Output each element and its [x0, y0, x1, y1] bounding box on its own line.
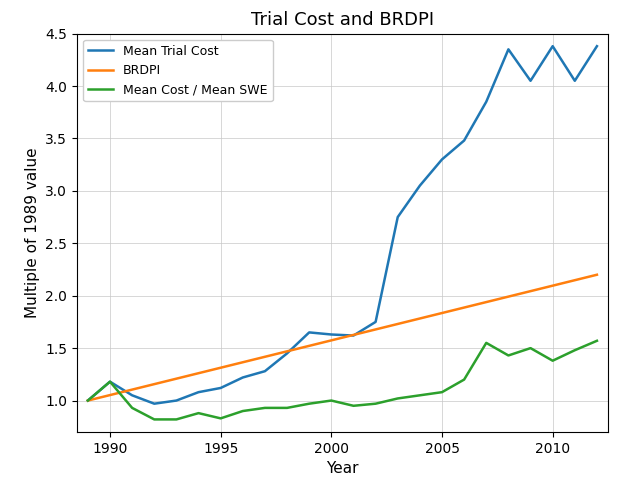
Mean Trial Cost — [106, 379, 114, 384]
Mean Trial Cost — [150, 401, 158, 407]
Mean Cost / Mean SWE — [438, 389, 446, 395]
Mean Trial Cost — [261, 368, 269, 374]
Mean Cost / Mean SWE — [217, 416, 225, 421]
Mean Trial Cost — [239, 374, 246, 380]
Mean Trial Cost — [284, 350, 291, 356]
Mean Cost / Mean SWE — [84, 397, 92, 403]
X-axis label: Year: Year — [326, 461, 358, 476]
Mean Trial Cost — [394, 214, 401, 220]
Mean Cost / Mean SWE — [328, 397, 335, 403]
Mean Trial Cost — [549, 43, 557, 49]
Mean Trial Cost — [305, 329, 313, 335]
Mean Cost / Mean SWE — [504, 353, 512, 359]
Mean Cost / Mean SWE — [483, 340, 490, 346]
Mean Trial Cost — [571, 78, 579, 84]
Mean Cost / Mean SWE — [372, 401, 380, 407]
Mean Cost / Mean SWE — [128, 405, 136, 411]
Mean Trial Cost — [483, 99, 490, 105]
Mean Trial Cost — [128, 393, 136, 398]
Mean Trial Cost — [349, 333, 357, 338]
Mean Cost / Mean SWE — [261, 405, 269, 411]
Mean Cost / Mean SWE — [239, 408, 246, 414]
Mean Trial Cost — [372, 319, 380, 325]
Mean Trial Cost — [504, 47, 512, 52]
Y-axis label: Multiple of 1989 value: Multiple of 1989 value — [24, 147, 40, 318]
Mean Cost / Mean SWE — [527, 345, 534, 351]
Mean Cost / Mean SWE — [195, 410, 202, 416]
Mean Trial Cost — [195, 389, 202, 395]
Legend: Mean Trial Cost, BRDPI, Mean Cost / Mean SWE: Mean Trial Cost, BRDPI, Mean Cost / Mean… — [83, 40, 273, 101]
Mean Trial Cost — [416, 183, 424, 189]
Mean Trial Cost — [328, 332, 335, 337]
Mean Trial Cost — [84, 397, 92, 403]
Mean Cost / Mean SWE — [106, 379, 114, 384]
Title: Trial Cost and BRDPI: Trial Cost and BRDPI — [251, 11, 434, 29]
Mean Trial Cost — [438, 156, 446, 162]
Line: Mean Cost / Mean SWE: Mean Cost / Mean SWE — [88, 341, 597, 420]
Line: Mean Trial Cost: Mean Trial Cost — [88, 46, 597, 404]
Mean Cost / Mean SWE — [593, 338, 601, 344]
Mean Cost / Mean SWE — [349, 403, 357, 408]
Mean Cost / Mean SWE — [150, 417, 158, 422]
Mean Trial Cost — [460, 138, 468, 144]
Mean Cost / Mean SWE — [284, 405, 291, 411]
Mean Cost / Mean SWE — [460, 377, 468, 383]
Mean Cost / Mean SWE — [305, 401, 313, 407]
Mean Trial Cost — [217, 385, 225, 391]
Mean Trial Cost — [593, 43, 601, 49]
Mean Cost / Mean SWE — [173, 417, 180, 422]
Mean Trial Cost — [173, 397, 180, 403]
Mean Cost / Mean SWE — [549, 358, 557, 363]
Mean Cost / Mean SWE — [394, 396, 401, 401]
Mean Cost / Mean SWE — [416, 393, 424, 398]
Mean Trial Cost — [527, 78, 534, 84]
Mean Cost / Mean SWE — [571, 348, 579, 353]
